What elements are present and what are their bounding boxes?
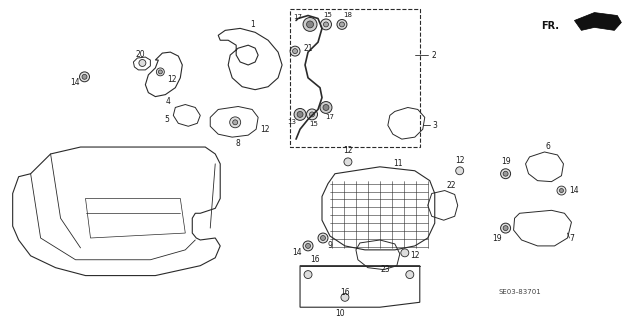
Circle shape (503, 171, 508, 176)
Circle shape (156, 68, 164, 76)
Polygon shape (575, 12, 621, 30)
Text: 19: 19 (492, 234, 501, 242)
Text: 7: 7 (569, 234, 574, 242)
Text: FR.: FR. (541, 21, 559, 31)
Circle shape (233, 120, 237, 125)
Text: 19: 19 (500, 157, 511, 167)
Circle shape (307, 21, 314, 28)
Circle shape (82, 74, 87, 79)
Circle shape (500, 169, 511, 179)
Text: 20: 20 (136, 49, 145, 59)
Text: 8: 8 (236, 138, 241, 148)
Text: 12: 12 (260, 125, 270, 134)
Text: 3: 3 (432, 121, 437, 130)
Circle shape (305, 243, 310, 249)
Circle shape (307, 109, 317, 120)
Text: 12: 12 (168, 75, 177, 84)
Circle shape (323, 105, 329, 110)
Text: 22: 22 (447, 181, 456, 190)
Circle shape (339, 22, 344, 27)
Circle shape (337, 19, 347, 29)
Circle shape (406, 271, 414, 278)
Circle shape (318, 233, 328, 243)
Text: 15: 15 (310, 121, 319, 127)
Circle shape (321, 235, 326, 241)
Text: 15: 15 (324, 11, 332, 18)
Circle shape (158, 70, 163, 74)
Circle shape (559, 189, 563, 193)
Text: 1: 1 (250, 20, 255, 29)
Text: 17: 17 (326, 115, 335, 120)
Circle shape (230, 117, 241, 128)
Text: 14: 14 (70, 78, 79, 87)
Circle shape (297, 111, 303, 117)
Circle shape (557, 186, 566, 195)
Circle shape (341, 293, 349, 301)
Text: 9: 9 (328, 241, 332, 250)
Text: 4: 4 (166, 97, 171, 106)
Text: 16: 16 (310, 255, 320, 264)
Text: 10: 10 (335, 309, 345, 318)
Circle shape (294, 108, 306, 120)
Circle shape (303, 18, 317, 31)
Circle shape (79, 72, 90, 82)
Text: SE03-83701: SE03-83701 (498, 289, 541, 295)
Text: 2: 2 (432, 51, 436, 60)
Circle shape (320, 101, 332, 114)
Text: 6: 6 (545, 142, 550, 151)
Text: 5: 5 (164, 115, 169, 124)
Text: 23: 23 (380, 265, 390, 274)
Bar (290, 9, 420, 147)
Text: 17: 17 (294, 13, 303, 19)
Circle shape (310, 112, 314, 117)
Circle shape (503, 226, 508, 231)
Text: 13: 13 (287, 119, 296, 125)
Text: 12: 12 (343, 146, 353, 155)
Circle shape (323, 22, 328, 27)
Circle shape (303, 241, 313, 251)
Text: 14: 14 (570, 186, 579, 195)
Circle shape (344, 158, 352, 166)
Text: 12: 12 (410, 251, 420, 260)
Text: 16: 16 (340, 288, 349, 297)
Circle shape (292, 49, 298, 54)
Circle shape (456, 167, 464, 175)
Text: 12: 12 (455, 156, 465, 165)
Circle shape (500, 223, 511, 233)
Text: 11: 11 (393, 160, 403, 168)
Circle shape (321, 19, 332, 30)
Circle shape (139, 60, 146, 66)
Circle shape (290, 46, 300, 56)
Text: 14: 14 (292, 248, 302, 257)
Circle shape (304, 271, 312, 278)
Text: 18: 18 (344, 11, 353, 18)
Circle shape (401, 249, 409, 257)
Text: 21: 21 (303, 44, 313, 53)
